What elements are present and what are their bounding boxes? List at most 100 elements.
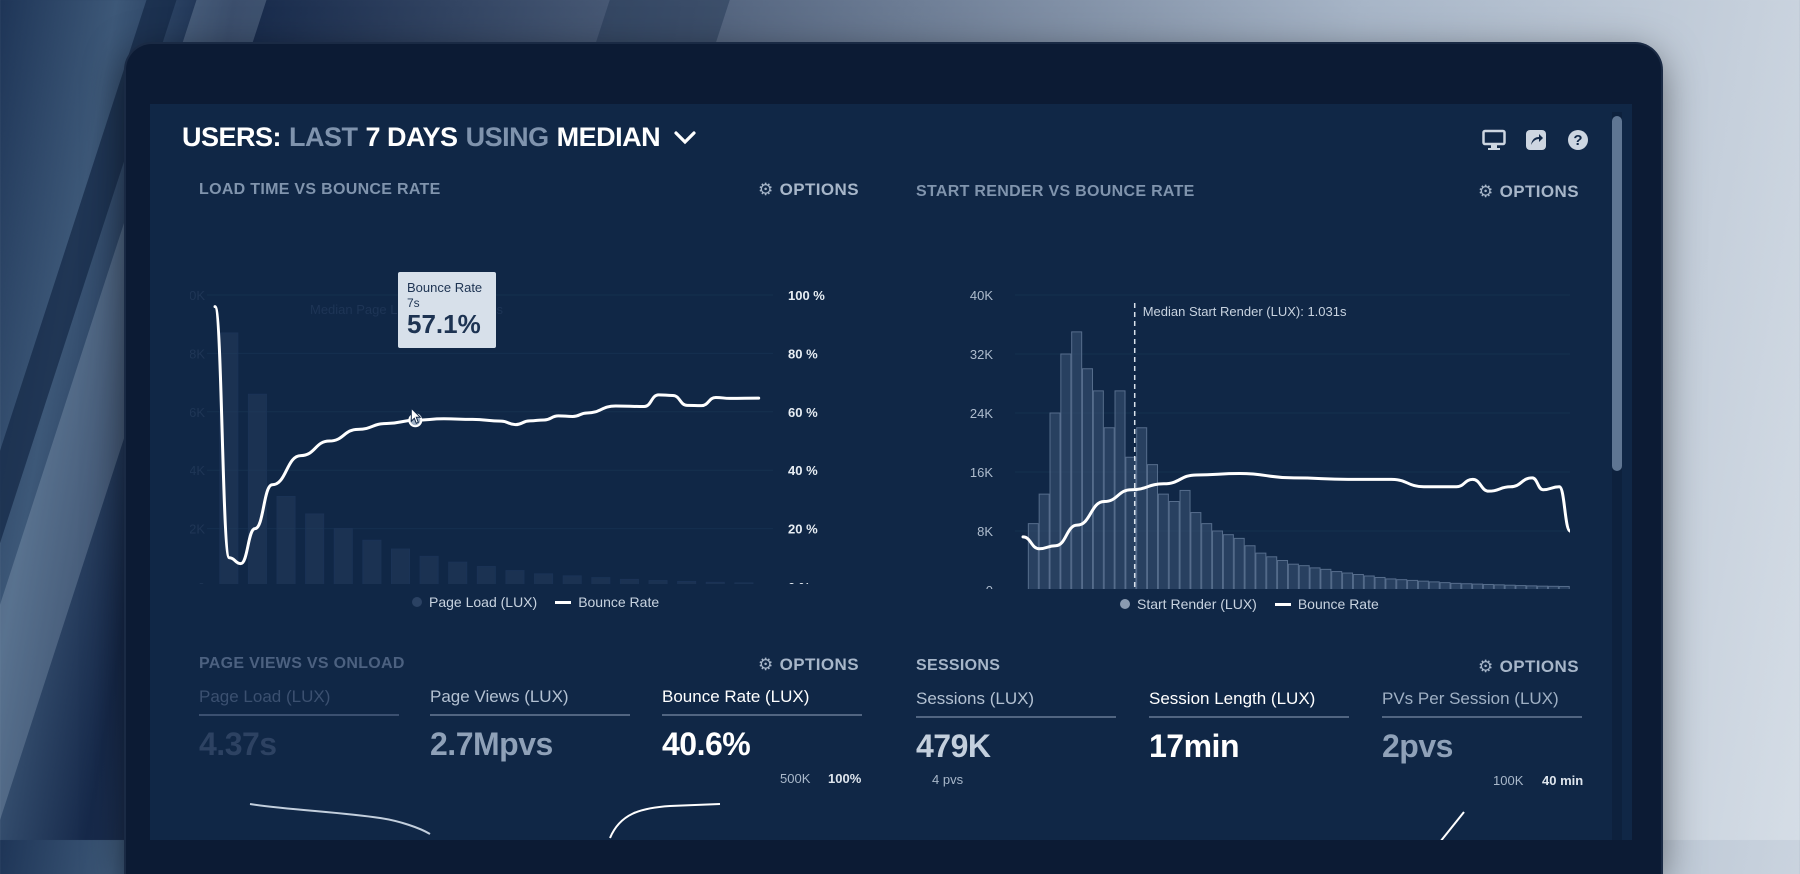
histogram-bar — [1157, 493, 1169, 589]
histogram-bar — [1027, 523, 1039, 589]
histogram-bar — [1537, 585, 1549, 589]
start-render-options-button[interactable]: ⚙ OPTIONS — [1478, 182, 1579, 202]
share-icon[interactable] — [1524, 128, 1548, 152]
options-label: OPTIONS — [779, 655, 859, 674]
y-right-tick-label: 80 % — [788, 346, 818, 361]
sparkline-sessions — [1440, 811, 1465, 840]
y-right-tick-label: 40 % — [788, 463, 818, 478]
y-left-tick-label: 16K — [970, 465, 993, 480]
dashboard-screen: USERS: LAST 7 DAYS USING MEDIAN ? LOAD T… — [150, 104, 1632, 840]
histogram-bar — [391, 548, 410, 584]
metric-value: 2.7Mpvs — [430, 726, 553, 762]
histogram-bar — [1417, 580, 1429, 589]
metric-bounce-rate[interactable]: Bounce Rate (LUX) 40.6% — [662, 687, 862, 763]
cursor-icon — [410, 407, 422, 424]
help-icon[interactable]: ? — [1566, 128, 1590, 152]
header-using-label: USING — [465, 122, 550, 152]
histogram-bar — [1320, 568, 1332, 589]
metric-page-load[interactable]: Page Load (LUX) 4.37s — [199, 687, 399, 763]
histogram-bar — [1342, 572, 1354, 589]
legend-item-bounce-rate[interactable]: Bounce Rate — [555, 594, 659, 610]
histogram-bar — [333, 528, 353, 584]
legend-swatch — [1120, 599, 1130, 609]
scrollbar[interactable] — [1612, 112, 1622, 840]
histogram-bar — [419, 555, 439, 584]
histogram-bar — [448, 561, 468, 584]
histogram-bar — [1071, 331, 1083, 589]
scrollbar-thumb[interactable] — [1612, 116, 1622, 471]
y-right-tick-label: 0 % — [788, 580, 811, 584]
gear-icon: ⚙ — [758, 655, 774, 674]
y-left-tick-label: 8K — [190, 346, 205, 361]
histogram-bar — [1212, 530, 1224, 589]
histogram-bar — [1439, 582, 1451, 589]
dashboard-header[interactable]: USERS: LAST 7 DAYS USING MEDIAN — [182, 122, 696, 153]
page-views-axis-right: 100% — [828, 771, 862, 786]
sparkline-bouncerate — [609, 803, 721, 839]
gear-icon: ⚙ — [1478, 182, 1494, 201]
sessions-sparkline — [1440, 811, 1465, 840]
sessions-axis-right: 40 min — [1542, 773, 1584, 788]
histogram-bar — [1493, 584, 1505, 589]
histogram-bar — [1309, 567, 1321, 589]
legend-item-bounce-rate[interactable]: Bounce Rate — [1274, 596, 1379, 612]
histogram-bar — [1407, 579, 1419, 589]
histogram-bar — [1428, 581, 1440, 589]
metric-value: 479K — [916, 728, 991, 764]
metric-label: Bounce Rate (LUX) — [662, 687, 862, 716]
chevron-down-icon[interactable] — [674, 130, 696, 145]
legend-swatch — [412, 597, 422, 607]
histogram-bar — [1201, 523, 1213, 589]
histogram-bar — [1222, 534, 1234, 589]
legend-label: Bounce Rate — [1297, 596, 1379, 612]
legend-item-start-render[interactable]: Start Render (LUX) — [1120, 596, 1257, 612]
histogram-bar — [534, 573, 554, 584]
histogram-bar — [1136, 427, 1148, 589]
sessions-axis-left: 100K — [1493, 773, 1524, 788]
page-views-options-button[interactable]: ⚙ OPTIONS — [758, 655, 859, 675]
y-right-tick-label: 60 % — [788, 405, 818, 420]
sessions-options-button[interactable]: ⚙ OPTIONS — [1478, 657, 1579, 677]
histogram-bar — [1515, 585, 1527, 589]
metric-label: Session Length (LUX) — [1149, 689, 1349, 718]
histogram-bar — [1558, 585, 1570, 589]
y-right-tick-label: 20 % — [788, 522, 818, 537]
panel-title-start-render: START RENDER VS BOUNCE RATE — [916, 183, 1195, 200]
panel-title-load-time: LOAD TIME VS BOUNCE RATE — [199, 181, 441, 198]
metric-pvs-per-session[interactable]: PVs Per Session (LUX) 2pvs — [1382, 689, 1582, 765]
tooltip-value: 57.1% — [407, 309, 481, 339]
monitor-icon[interactable] — [1482, 128, 1506, 152]
y-left-tick-label: 32K — [970, 347, 993, 362]
legend-swatch — [555, 600, 572, 604]
metric-page-views[interactable]: Page Views (LUX) 2.7Mpvs — [430, 687, 630, 763]
histogram-bar — [1287, 563, 1299, 589]
histogram-bar — [619, 578, 639, 584]
median-label: Median Start Render (LUX): 1.031s — [1143, 304, 1347, 319]
histogram-bar — [1450, 582, 1462, 589]
y-left-tick-label: 40K — [970, 288, 993, 303]
histogram-bar — [1298, 565, 1310, 589]
gear-icon: ⚙ — [758, 180, 774, 199]
legend-item-page-load[interactable]: Page Load (LUX) — [412, 594, 537, 610]
page-views-axis-left: 500K — [780, 771, 811, 786]
histogram-bar — [1125, 456, 1137, 589]
y-left-tick-label: 8K — [977, 524, 993, 539]
histogram-bar — [1082, 368, 1094, 589]
legend-swatch — [1274, 602, 1291, 606]
sparkline-pageviews — [249, 803, 431, 835]
histogram-bar — [1331, 571, 1343, 589]
svg-text:?: ? — [1573, 132, 1582, 149]
legend-label: Start Render (LUX) — [1137, 596, 1257, 612]
legend-label: Bounce Rate — [578, 594, 660, 610]
metric-value: 17min — [1149, 728, 1239, 764]
load-time-chart: 02K4K6K8K10K0 %20 %40 %60 %80 %100 %02.5… — [190, 288, 825, 584]
metric-label: Page Views (LUX) — [430, 687, 630, 716]
panel-title-page-views: PAGE VIEWS VS ONLOAD — [199, 655, 405, 672]
histogram-bar — [1179, 489, 1191, 589]
load-time-options-button[interactable]: ⚙ OPTIONS — [758, 180, 859, 200]
histogram-bar — [1461, 583, 1473, 589]
histogram-bar — [705, 581, 725, 584]
metric-sessions[interactable]: Sessions (LUX) 479K — [916, 689, 1116, 765]
histogram-bar — [1092, 390, 1104, 589]
metric-session-length[interactable]: Session Length (LUX) 17min — [1149, 689, 1349, 765]
